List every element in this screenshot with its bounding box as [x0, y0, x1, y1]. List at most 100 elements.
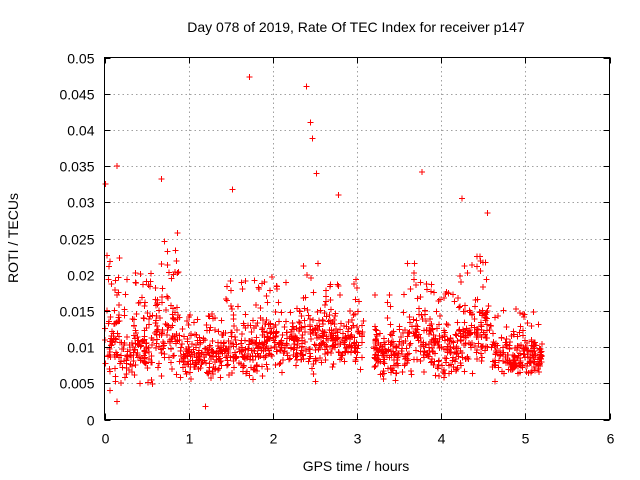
data-point — [372, 292, 379, 299]
data-point — [337, 341, 344, 348]
data-point — [205, 370, 212, 377]
data-point — [466, 339, 473, 346]
data-point — [127, 361, 134, 368]
data-point — [228, 370, 235, 377]
data-point — [264, 365, 271, 372]
data-point — [169, 311, 176, 318]
data-point — [143, 340, 150, 347]
data-point — [411, 356, 418, 363]
data-point — [415, 311, 422, 318]
data-point — [124, 276, 131, 283]
data-point — [441, 337, 448, 344]
data-point — [372, 326, 379, 333]
data-point — [307, 119, 314, 126]
data-point — [517, 341, 524, 348]
data-point — [230, 322, 237, 329]
data-point — [172, 247, 179, 254]
data-point — [173, 371, 180, 378]
data-point — [250, 376, 257, 383]
data-point — [196, 341, 203, 348]
data-point — [260, 341, 267, 348]
data-point — [158, 261, 165, 268]
data-point — [146, 349, 153, 356]
data-point — [351, 344, 358, 351]
data-point — [290, 323, 297, 330]
y-tick-label: 0.045 — [59, 87, 94, 103]
data-point — [339, 336, 346, 343]
data-point — [441, 327, 448, 334]
data-point — [114, 163, 121, 170]
data-point — [380, 367, 387, 374]
data-point — [325, 318, 332, 325]
data-point — [179, 364, 186, 371]
data-point — [106, 263, 113, 270]
data-point — [185, 322, 192, 329]
data-point — [468, 322, 475, 329]
data-point — [417, 279, 424, 286]
data-point — [242, 311, 249, 318]
data-point — [277, 347, 284, 354]
data-point — [528, 322, 535, 329]
data-point — [471, 324, 478, 331]
data-point — [185, 358, 192, 365]
data-point — [426, 316, 433, 323]
data-point — [261, 328, 268, 335]
data-point — [219, 350, 226, 357]
data-point — [511, 353, 518, 359]
data-point — [461, 263, 468, 270]
data-point — [536, 345, 543, 352]
data-point — [131, 316, 138, 323]
data-point — [330, 332, 337, 339]
data-point — [272, 333, 279, 340]
data-point — [538, 340, 545, 347]
data-point — [129, 340, 136, 347]
data-point — [281, 348, 288, 355]
data-point — [425, 331, 432, 338]
data-point — [154, 301, 161, 308]
data-point — [228, 333, 235, 340]
data-point — [483, 327, 490, 334]
y-tick-label: 0.035 — [59, 159, 94, 175]
data-point — [435, 321, 442, 328]
data-point — [483, 314, 490, 321]
data-point — [131, 371, 138, 378]
data-point — [240, 364, 247, 371]
data-point — [478, 354, 485, 361]
data-point — [270, 337, 277, 344]
data-point — [161, 238, 168, 245]
data-point — [305, 358, 312, 365]
data-point — [522, 337, 529, 344]
data-point — [163, 322, 170, 329]
data-point — [275, 341, 282, 348]
data-point — [104, 353, 111, 360]
data-point — [148, 341, 155, 348]
data-point — [413, 281, 420, 288]
data-point — [203, 322, 210, 329]
data-point — [254, 320, 261, 327]
data-point — [435, 361, 442, 368]
data-point — [349, 317, 356, 324]
data-point — [335, 282, 342, 289]
data-point — [259, 373, 266, 380]
data-point — [134, 333, 141, 340]
data-point — [380, 375, 387, 382]
data-point — [154, 336, 161, 343]
data-point — [242, 277, 249, 284]
data-point — [336, 326, 343, 333]
data-point — [475, 326, 482, 333]
data-point — [359, 322, 366, 329]
data-point — [107, 342, 114, 349]
data-point — [527, 369, 534, 376]
data-point — [206, 344, 213, 351]
data-point — [311, 341, 318, 348]
data-point — [342, 345, 349, 352]
data-point — [144, 309, 151, 316]
data-point — [327, 281, 334, 288]
data-point — [454, 319, 461, 326]
data-point — [491, 357, 498, 364]
data-point — [168, 302, 175, 309]
data-point — [286, 335, 293, 342]
data-point — [133, 330, 140, 337]
data-point — [281, 323, 288, 330]
data-point — [182, 353, 189, 360]
